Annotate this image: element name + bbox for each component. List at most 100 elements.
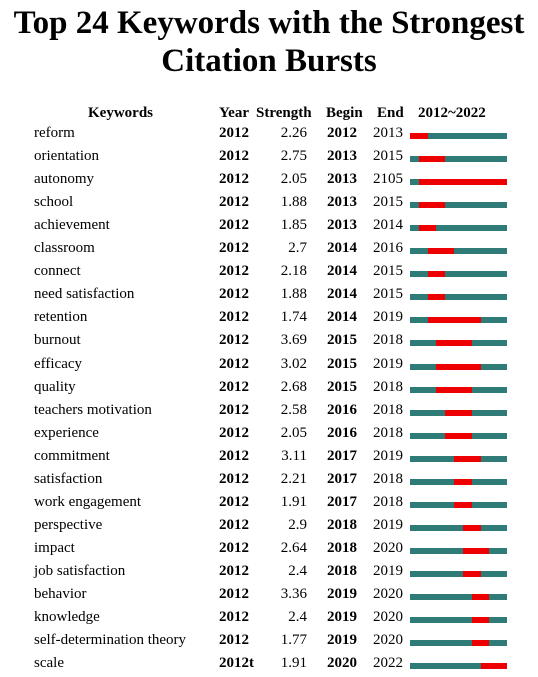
timeline-bar bbox=[410, 570, 507, 577]
header-begin: Begin bbox=[326, 105, 363, 121]
year-cell: 2012 bbox=[219, 355, 249, 372]
end-cell: 2018 bbox=[373, 470, 403, 487]
end-cell: 2020 bbox=[373, 609, 403, 626]
end-cell: 2020 bbox=[373, 539, 403, 556]
timeline-bar bbox=[410, 225, 507, 232]
strength-cell: 2.64 bbox=[280, 539, 307, 556]
table-row: teachers motivation 2012 2.58 2016 2018 bbox=[0, 400, 538, 423]
burst-segment bbox=[436, 363, 481, 370]
strength-cell: 2.21 bbox=[280, 470, 307, 487]
begin-cell: 2013 bbox=[327, 217, 357, 234]
strength-cell: 2.4 bbox=[288, 609, 307, 626]
burst-segment bbox=[436, 340, 472, 347]
table-row: commitment 2012 3.11 2017 2019 bbox=[0, 446, 538, 469]
year-cell: 2012 bbox=[219, 194, 249, 211]
strength-cell: 1.88 bbox=[280, 194, 307, 211]
timeline-bar bbox=[410, 663, 507, 670]
keyword-cell: achievement bbox=[34, 217, 110, 234]
table-row: behavior 2012 3.36 2019 2020 bbox=[0, 584, 538, 607]
keyword-cell: efficacy bbox=[34, 355, 83, 372]
begin-cell: 2017 bbox=[327, 493, 357, 510]
table-row: work engagement 2012 1.91 2017 2018 bbox=[0, 492, 538, 515]
begin-cell: 2019 bbox=[327, 586, 357, 602]
table-row: quality 2012 2.68 2015 2018 bbox=[0, 377, 538, 400]
year-cell: 2012 bbox=[219, 263, 249, 280]
year-cell: 2012 bbox=[219, 332, 249, 349]
end-cell: 2018 bbox=[373, 493, 403, 510]
strength-cell: 2.9 bbox=[288, 516, 307, 533]
strength-cell: 1.85 bbox=[280, 217, 307, 234]
year-cell: 2012 bbox=[219, 148, 249, 165]
begin-cell: 2013 bbox=[327, 148, 357, 165]
timeline-bar bbox=[410, 524, 507, 531]
strength-cell: 2.26 bbox=[280, 125, 307, 141]
strength-cell: 2.58 bbox=[280, 401, 307, 418]
strength-cell: 2.75 bbox=[280, 148, 307, 165]
keyword-cell: experience bbox=[34, 424, 99, 441]
table-row: self-determination theory 2012 1.77 2019 202… bbox=[0, 630, 538, 653]
table-row: satisfaction 2012 2.21 2017 2018 bbox=[0, 469, 538, 492]
timeline-bar bbox=[410, 294, 507, 301]
burst-segment bbox=[445, 409, 472, 416]
begin-cell: 2014 bbox=[327, 286, 357, 303]
burst-segment bbox=[427, 317, 481, 324]
burst-segment bbox=[462, 524, 481, 531]
end-cell: 2019 bbox=[373, 355, 403, 372]
end-cell: 2019 bbox=[373, 447, 403, 464]
year-cell: 2012 bbox=[219, 447, 249, 464]
year-cell: 2012 bbox=[219, 516, 249, 533]
begin-cell: 2015 bbox=[327, 378, 357, 395]
begin-cell: 2015 bbox=[327, 332, 357, 349]
table-row: burnout 2012 3.69 2015 2018 bbox=[0, 330, 538, 353]
end-cell: 2018 bbox=[373, 424, 403, 441]
keyword-cell: job satisfaction bbox=[34, 562, 126, 579]
keyword-cell: need satisfaction bbox=[34, 286, 135, 303]
timeline-bar bbox=[410, 156, 507, 163]
timeline-bar bbox=[410, 547, 507, 554]
burst-segment bbox=[418, 202, 446, 209]
year-cell: 2012 bbox=[219, 424, 249, 441]
keyword-cell: connect bbox=[34, 263, 81, 280]
begin-cell: 2014 bbox=[327, 240, 357, 257]
burst-segment bbox=[427, 248, 455, 255]
keyword-cell: orientation bbox=[34, 148, 99, 165]
header-strength: Strength bbox=[256, 105, 312, 121]
year-cell: 2012 bbox=[219, 309, 249, 326]
chart-title-line-2: Citation Bursts bbox=[161, 43, 377, 79]
table-row: efficacy 2012 3.02 2015 2019 bbox=[0, 354, 538, 377]
table-row: connect 2012 2.18 2014 2015 bbox=[0, 261, 538, 284]
begin-cell: 2018 bbox=[327, 516, 357, 533]
end-cell: 2013 bbox=[373, 125, 403, 141]
end-cell: 2019 bbox=[373, 562, 403, 579]
begin-cell: 2012 bbox=[327, 125, 357, 141]
timeline-bar bbox=[410, 640, 507, 647]
year-cell: 2012t bbox=[219, 655, 254, 672]
year-cell: 2012 bbox=[219, 470, 249, 487]
table-row: reform 2012 2.26 2012 2013 bbox=[0, 123, 538, 146]
chart-title-line-1: Top 24 Keywords with the Strongest bbox=[13, 5, 525, 41]
strength-cell: 2.4 bbox=[288, 562, 307, 579]
burst-segment bbox=[427, 294, 446, 301]
timeline-bar bbox=[410, 202, 507, 209]
timeline-bar bbox=[410, 594, 507, 600]
end-cell: 2015 bbox=[373, 148, 403, 165]
table-row: classroom 2012 2.7 2014 2016 bbox=[0, 238, 538, 261]
keyword-cell: school bbox=[34, 194, 74, 211]
year-cell: 2012 bbox=[219, 539, 249, 556]
table-row: perspective 2012 2.9 2018 2019 bbox=[0, 515, 538, 538]
keyword-cell: work engagement bbox=[34, 493, 142, 510]
begin-cell: 2018 bbox=[327, 562, 357, 579]
table-row: school 2012 1.88 2013 2015 bbox=[0, 192, 538, 215]
strength-cell: 3.69 bbox=[280, 332, 307, 349]
keyword-cell: self-determination theory bbox=[34, 632, 187, 649]
burst-segment bbox=[480, 663, 507, 670]
end-cell: 2015 bbox=[373, 263, 403, 280]
timeline-bar bbox=[410, 248, 507, 255]
keyword-cell: satisfaction bbox=[34, 470, 103, 487]
keyword-cell: quality bbox=[34, 378, 76, 395]
year-cell: 2012 bbox=[219, 586, 249, 602]
table-row: retention 2012 1.74 2014 2019 bbox=[0, 307, 538, 330]
chart-title: Top 24 Keywords with the Strongest Citat… bbox=[0, 4, 538, 80]
begin-cell: 2017 bbox=[327, 470, 357, 487]
table-row: achievement 2012 1.85 2013 2014 bbox=[0, 215, 538, 238]
